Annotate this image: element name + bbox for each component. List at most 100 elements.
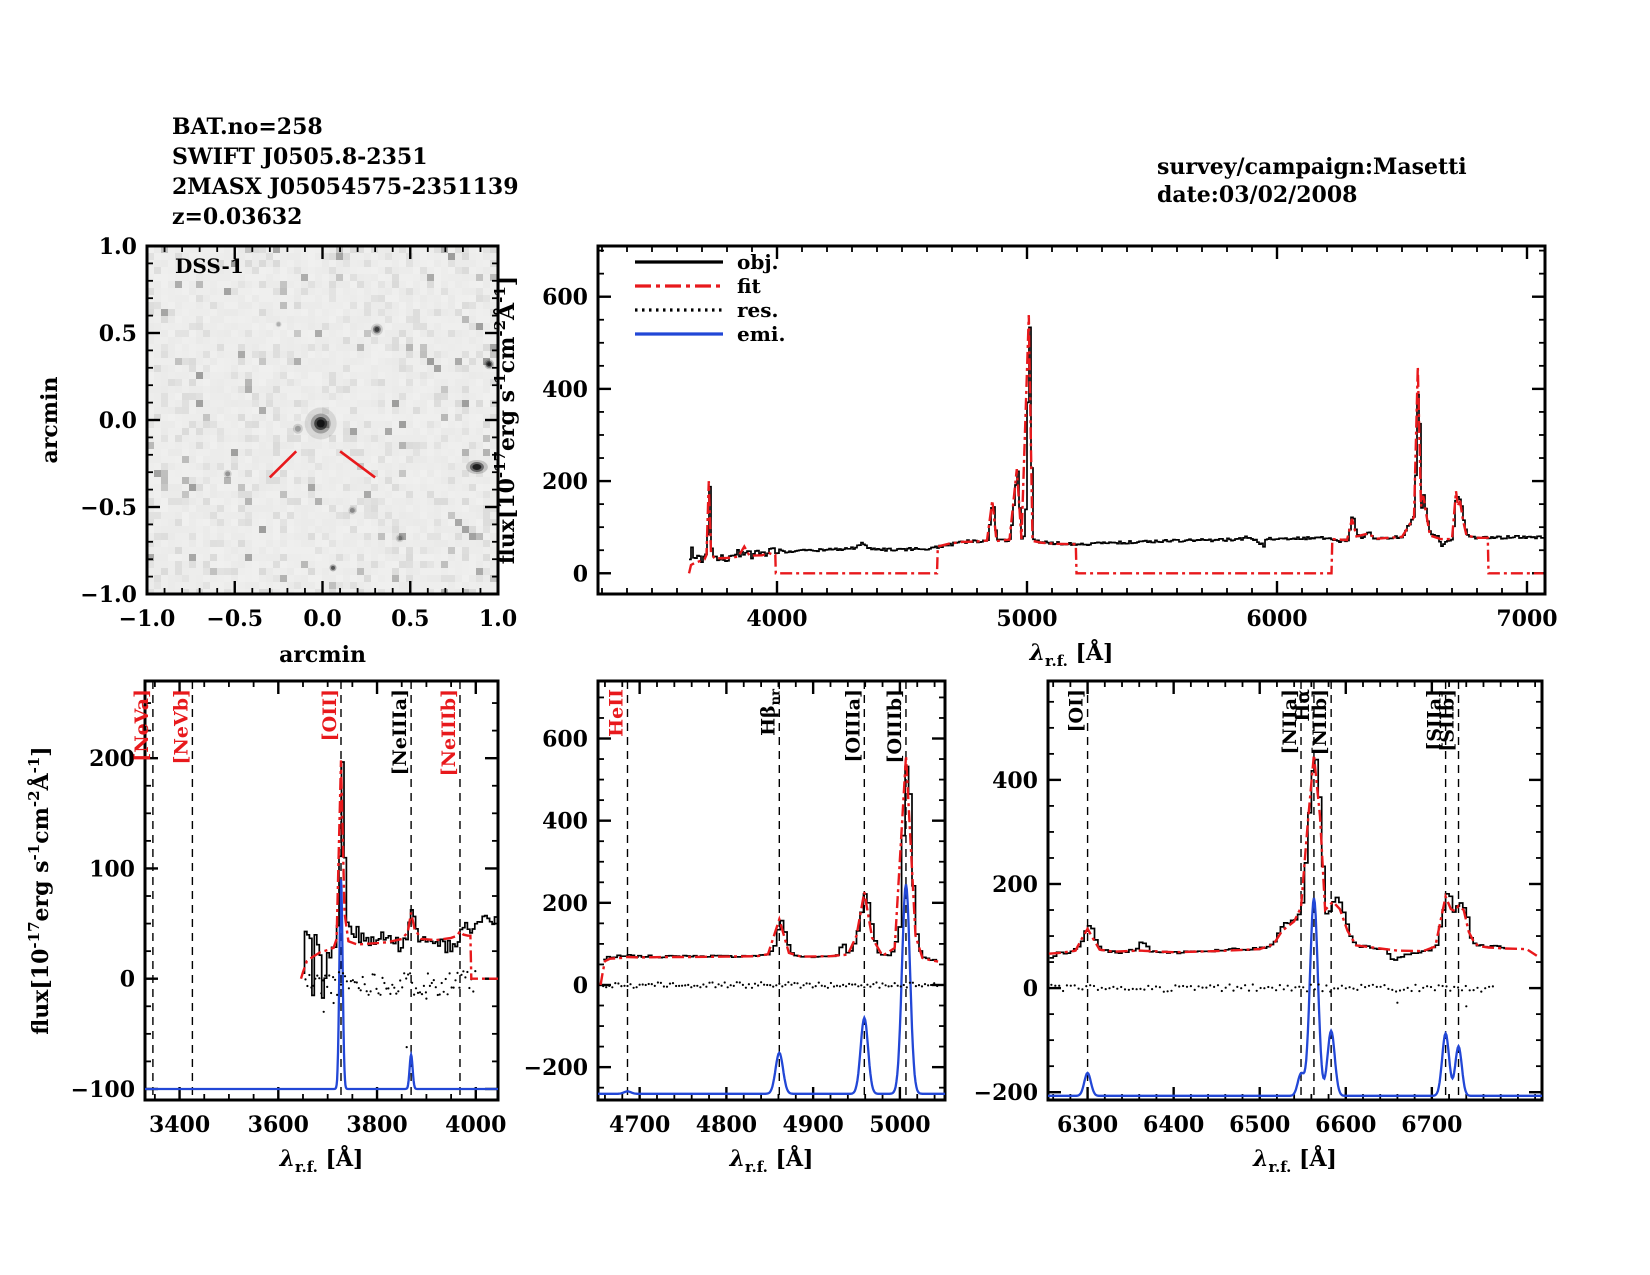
dss-source [487, 362, 492, 367]
line-label-HeII: HeII [605, 689, 627, 737]
dss-source [276, 322, 281, 327]
residual-dots [1050, 983, 1494, 1008]
dss-source [395, 534, 404, 543]
x-tick-label: 7000 [1496, 606, 1557, 632]
emission-model-curve [145, 879, 498, 1091]
y-axis-title-flux: flux[10-17erg s-1cm-2Å-1] [491, 276, 520, 564]
y-tick-label: 0 [120, 967, 135, 993]
x-tick-label: 6700 [1401, 1112, 1462, 1138]
y-tick-label: 0 [573, 561, 588, 587]
dss-source [472, 464, 482, 470]
panel-dss-image: −1.0−1.0 −0.5 −0.5 0.0 0.0 0.5 0.5 1.0 1.0 arcmin… [37, 234, 517, 668]
redshift: z=0.03632 [172, 204, 303, 230]
line-label-Hβ: Hβnr [757, 689, 783, 736]
y-tick-label: 400 [542, 809, 588, 835]
y-tick-label: 400 [992, 768, 1038, 794]
target-marker-line [339, 450, 376, 479]
y-tick-label: 0 [573, 973, 588, 999]
x-tick-label: 5000 [869, 1112, 930, 1138]
y-tick-label: −100 [71, 1077, 135, 1103]
plot-area [598, 681, 945, 1100]
dss-source [374, 327, 380, 332]
line-label-[OIIIb]: [OIIIb] [884, 689, 906, 763]
plot-area [687, 315, 1544, 575]
dss-y-tick-label: 0.0 [99, 408, 137, 434]
x-tick-label: 6300 [1057, 1112, 1118, 1138]
x-tick-label: 4900 [783, 1112, 844, 1138]
x-tick-label: 6000 [1246, 606, 1307, 632]
x-tick-label: 4700 [609, 1112, 670, 1138]
x-axis-title: λr.f. [Å] [729, 1145, 814, 1176]
axes: 4000 5000 6000 7000 0 200 400 600 [542, 244, 1558, 632]
dss-source [331, 565, 335, 570]
object-id-block: BAT.no=258 SWIFT J0505.8-2351 2MASX J050… [172, 112, 519, 232]
line-label-[OI]: [OI] [1066, 689, 1088, 732]
y-tick-label: 0 [1023, 976, 1038, 1002]
dss-source [275, 321, 282, 328]
line-label-[OIIIa]: [OIIIa] [842, 689, 864, 763]
legend-label-emi.: emi. [737, 322, 785, 346]
x-tick-label: 6600 [1315, 1112, 1376, 1138]
plot-border [143, 679, 500, 1102]
dss-source [292, 423, 303, 434]
x-tick-label: 6400 [1143, 1112, 1204, 1138]
line-label-[OII]: [OII] [319, 689, 341, 741]
emission-model-curve [1048, 897, 1542, 1097]
plot-area [145, 681, 498, 1100]
line-label-[NIIa]: [NIIa] [1279, 689, 1301, 754]
dss-source [225, 471, 231, 477]
dss-y-tick-label: −0.5 [80, 495, 137, 521]
dss-source [349, 508, 355, 513]
survey-info-block: survey/campaign:Masetti date:03/02/2008 [1157, 153, 1467, 209]
fit-model-curve [599, 755, 939, 986]
line-label-[NeIIIa]: [NeIIIa] [389, 689, 411, 775]
object-spectrum-curve [302, 761, 498, 999]
x-tick-label: 6500 [1229, 1112, 1290, 1138]
residual-dots [304, 970, 477, 1049]
fit-model-curve [299, 760, 498, 980]
y-tick-label: 200 [542, 891, 588, 917]
y-tick-label: 100 [89, 856, 135, 882]
dss-x-tick-label: −0.5 [206, 606, 263, 632]
fit-model-curve [687, 315, 1544, 575]
bat-number: BAT.no=258 [172, 114, 323, 140]
legend-label-fit: fit [737, 274, 762, 298]
line-label-[NeIIIb]: [NeIIIb] [438, 689, 460, 776]
x-axis-title: λr.f. [Å] [1252, 1145, 1337, 1176]
y-tick-label: −200 [974, 1080, 1038, 1106]
dss-source [223, 469, 232, 478]
emission-model-curve [598, 884, 945, 1095]
legend-label-res.: res. [737, 298, 778, 322]
y-tick-label: 600 [542, 727, 588, 753]
dss-source [294, 425, 301, 432]
axes: 6300 6400 6500 6600 6700 −200 0 200 400 [974, 679, 1544, 1138]
dss-x-axis-title: arcmin [279, 642, 366, 668]
y-tick-label: 200 [89, 746, 135, 772]
x-tick-label: 5000 [996, 606, 1057, 632]
dss-survey-label: DSS-1 [175, 254, 244, 278]
dss-y-tick-label: −1.0 [80, 582, 137, 608]
panel-zoom-oii: 3400 3600 3800 4000 −100 0 100 200[NeVa] [NeVb] [… [25, 679, 506, 1176]
x-tick-label: 4000 [746, 606, 807, 632]
y-axis-title-flux: flux[10-17erg s-1cm-2Å-1] [25, 746, 54, 1034]
line-label-[NeVb]: [NeVb] [170, 689, 192, 764]
swift-name: SWIFT J0505.8-2351 [172, 144, 428, 170]
dss-source [316, 419, 325, 428]
dss-source [348, 506, 357, 515]
dss-x-tick-label: −1.0 [119, 606, 176, 632]
line-label-[SIIb]: [SIIb] [1437, 689, 1459, 752]
residual-dots [602, 981, 939, 989]
x-tick-label: 3400 [149, 1112, 210, 1138]
axes: 3400 3600 3800 4000 −100 0 100 200 [71, 679, 506, 1138]
legend-label-obj.: obj. [737, 250, 779, 274]
x-tick-label: 4000 [445, 1112, 506, 1138]
x-tick-label: 3800 [346, 1112, 407, 1138]
plot-border [596, 244, 1547, 596]
axes: 4700 4800 4900 5000 −200 0 200 400 600 [524, 679, 947, 1138]
object-spectrum-curve [603, 765, 938, 962]
dss-axes: −1.0−1.0 −0.5 −0.5 0.0 0.0 0.5 0.5 1.0 1.0 [80, 234, 517, 632]
fit-model-curve [1048, 754, 1538, 957]
y-tick-label: 200 [542, 469, 588, 495]
panel-zoom-hbeta-oiii: 4700 4800 4900 5000 −200 0 200 400 600 HeII Hβnr [O… [524, 679, 947, 1176]
